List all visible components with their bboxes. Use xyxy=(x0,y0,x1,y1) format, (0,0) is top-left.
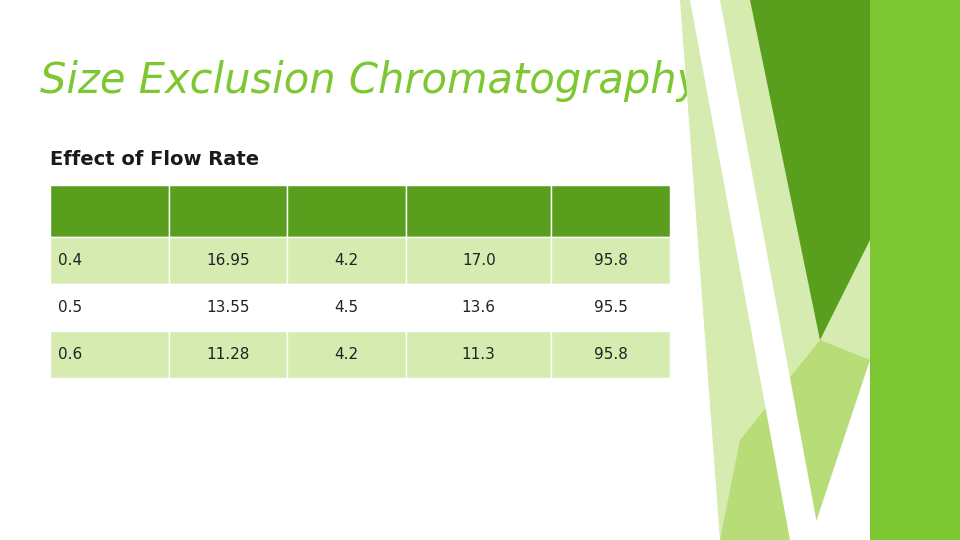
Text: 16.95: 16.95 xyxy=(206,253,250,268)
Text: Monomer RT,
min: Monomer RT, min xyxy=(433,197,524,226)
FancyBboxPatch shape xyxy=(169,284,287,331)
Text: % Monomer: % Monomer xyxy=(569,205,652,218)
Text: 13.6: 13.6 xyxy=(462,300,495,315)
FancyBboxPatch shape xyxy=(287,185,406,237)
Text: 4.5: 4.5 xyxy=(335,300,359,315)
FancyBboxPatch shape xyxy=(50,237,169,284)
Polygon shape xyxy=(870,0,960,540)
FancyBboxPatch shape xyxy=(551,237,670,284)
Polygon shape xyxy=(900,0,960,540)
FancyBboxPatch shape xyxy=(50,331,169,378)
Text: 95.8: 95.8 xyxy=(593,347,628,362)
FancyBboxPatch shape xyxy=(406,331,551,378)
Polygon shape xyxy=(680,0,870,540)
FancyBboxPatch shape xyxy=(169,237,287,284)
Text: 4.2: 4.2 xyxy=(335,347,359,362)
Polygon shape xyxy=(720,340,870,540)
FancyBboxPatch shape xyxy=(50,284,169,331)
Polygon shape xyxy=(870,0,960,540)
Text: Flow Rate,
mL/min: Flow Rate, mL/min xyxy=(72,197,147,226)
Polygon shape xyxy=(680,0,870,540)
Text: 4.2: 4.2 xyxy=(335,253,359,268)
FancyBboxPatch shape xyxy=(551,185,670,237)
FancyBboxPatch shape xyxy=(287,284,406,331)
Polygon shape xyxy=(690,0,820,540)
FancyBboxPatch shape xyxy=(551,284,670,331)
Text: 17.0: 17.0 xyxy=(462,253,495,268)
Polygon shape xyxy=(680,0,960,540)
Text: 13.55: 13.55 xyxy=(206,300,250,315)
Text: 0.4: 0.4 xyxy=(58,253,83,268)
FancyBboxPatch shape xyxy=(287,331,406,378)
Text: 95.8: 95.8 xyxy=(593,253,628,268)
Text: 0.6: 0.6 xyxy=(58,347,83,362)
FancyBboxPatch shape xyxy=(287,237,406,284)
FancyBboxPatch shape xyxy=(169,185,287,237)
FancyBboxPatch shape xyxy=(406,185,551,237)
Text: Size Exclusion Chromatography: Size Exclusion Chromatography xyxy=(40,60,701,102)
FancyBboxPatch shape xyxy=(169,331,287,378)
Text: % Aggregate: % Aggregate xyxy=(301,205,392,218)
FancyBboxPatch shape xyxy=(406,237,551,284)
Polygon shape xyxy=(750,0,870,340)
Polygon shape xyxy=(730,0,870,240)
Text: 95.5: 95.5 xyxy=(593,300,628,315)
Text: 0.5: 0.5 xyxy=(58,300,83,315)
Polygon shape xyxy=(700,0,960,540)
FancyBboxPatch shape xyxy=(50,185,169,237)
Text: Effect of Flow Rate: Effect of Flow Rate xyxy=(50,150,259,169)
FancyBboxPatch shape xyxy=(551,331,670,378)
Text: 11.3: 11.3 xyxy=(462,347,495,362)
Text: Aggregate
RT, min: Aggregate RT, min xyxy=(191,197,265,226)
FancyBboxPatch shape xyxy=(406,284,551,331)
Text: 11.28: 11.28 xyxy=(206,347,250,362)
